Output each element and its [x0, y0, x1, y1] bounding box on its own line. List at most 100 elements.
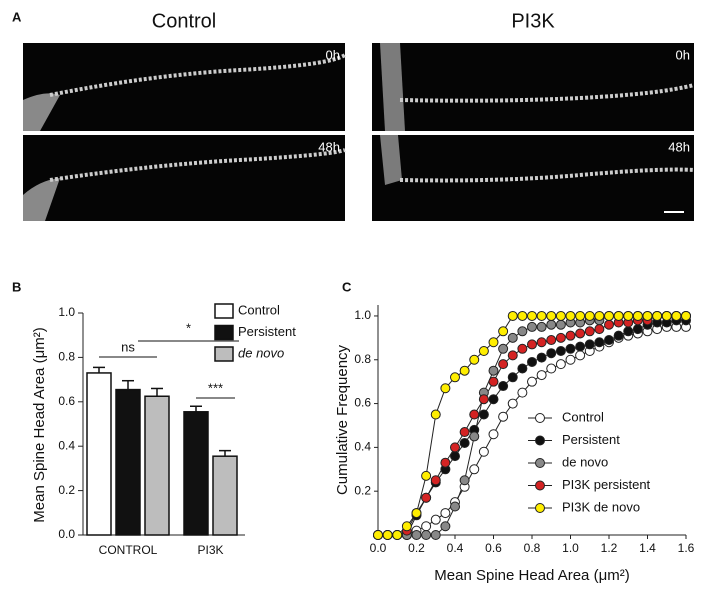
data-point — [488, 394, 499, 405]
data-point — [469, 464, 480, 475]
y-tick-label: 1.0 — [354, 308, 371, 322]
data-point — [681, 310, 691, 321]
timepoint-label: 0h — [676, 47, 690, 62]
data-point — [517, 363, 528, 374]
data-point — [613, 310, 624, 321]
data-point — [623, 326, 634, 337]
data-point — [440, 383, 451, 394]
data-point — [392, 530, 403, 540]
x-tick-label: CONTROL — [99, 543, 158, 557]
legend-marker — [535, 480, 545, 491]
data-point — [507, 350, 518, 361]
data-point — [450, 372, 460, 383]
x-tick-label: PI3K — [197, 543, 223, 557]
data-point — [546, 335, 557, 346]
data-point — [546, 348, 557, 359]
data-point — [604, 319, 614, 330]
y-tick-label: 1.0 — [58, 305, 75, 319]
data-point — [498, 343, 509, 354]
data-point — [604, 310, 614, 321]
data-point — [450, 501, 460, 512]
data-point — [584, 326, 595, 337]
data-point — [440, 457, 451, 468]
data-point — [546, 310, 557, 321]
micrograph — [372, 43, 694, 131]
data-point — [411, 530, 422, 540]
data-point — [421, 521, 432, 532]
significance-label: *** — [208, 380, 223, 395]
data-point — [536, 310, 547, 321]
data-point — [450, 442, 460, 453]
data-point — [642, 310, 653, 321]
data-point — [469, 409, 480, 420]
significance-label: * — [186, 320, 191, 335]
data-point — [478, 409, 489, 420]
data-point — [527, 310, 537, 321]
data-point — [604, 335, 614, 346]
data-point — [565, 354, 576, 365]
data-point — [498, 359, 509, 370]
data-point — [575, 310, 586, 321]
panel-label: C — [342, 279, 352, 294]
micrograph — [23, 43, 345, 131]
data-point — [382, 530, 393, 540]
legend-label: Control — [562, 409, 604, 424]
data-point — [661, 310, 672, 321]
data-point — [450, 451, 460, 462]
data-point — [430, 514, 441, 525]
data-point — [488, 337, 499, 348]
legend-swatch — [214, 346, 234, 362]
data-point — [430, 409, 441, 420]
soma — [23, 178, 60, 221]
legend-swatch — [214, 303, 234, 319]
data-point — [421, 492, 432, 503]
data-point — [546, 363, 557, 374]
data-point — [421, 470, 432, 481]
bar — [144, 395, 170, 536]
data-point — [373, 530, 383, 540]
bar — [183, 411, 209, 536]
data-point — [507, 332, 518, 343]
data-point — [478, 446, 489, 457]
data-point — [536, 352, 547, 363]
micrographs — [23, 43, 695, 221]
data-point — [584, 310, 595, 321]
data-point — [498, 326, 509, 337]
legend-marker — [535, 503, 545, 513]
data-point — [488, 429, 499, 440]
y-tick-label: 0.6 — [354, 396, 371, 410]
soma — [23, 93, 60, 131]
timepoint-label: 48h — [318, 139, 340, 154]
data-point — [536, 337, 547, 348]
legend-label: PI3K de novo — [562, 499, 640, 514]
data-point — [527, 356, 537, 367]
data-point — [507, 310, 518, 321]
x-axis-label: Mean Spine Head Area (μm²) — [434, 567, 629, 584]
data-point — [536, 370, 547, 381]
data-point — [623, 310, 634, 321]
x-tick-label: 0.2 — [408, 541, 425, 555]
data-point — [517, 387, 528, 398]
data-point — [632, 310, 643, 321]
legend-label: Persistent — [238, 324, 296, 339]
x-tick-label: 0.4 — [447, 541, 464, 555]
x-tick-label: 1.0 — [562, 541, 579, 555]
data-point — [575, 341, 586, 352]
data-point — [469, 354, 480, 365]
bar — [115, 388, 141, 536]
data-point — [555, 310, 566, 321]
y-tick-label: 0.0 — [58, 527, 75, 541]
data-point — [440, 508, 451, 519]
data-point — [430, 475, 441, 486]
x-tick-label: 1.4 — [639, 541, 656, 555]
data-point — [565, 330, 576, 341]
panel-label: B — [12, 279, 21, 294]
y-tick-label: 0.8 — [354, 352, 371, 366]
data-point — [546, 319, 557, 330]
timepoint-label: 0h — [326, 47, 340, 62]
data-point — [498, 381, 509, 392]
x-tick-label: 1.2 — [601, 541, 618, 555]
legend-marker — [535, 458, 545, 468]
y-tick-label: 0.4 — [354, 440, 371, 454]
